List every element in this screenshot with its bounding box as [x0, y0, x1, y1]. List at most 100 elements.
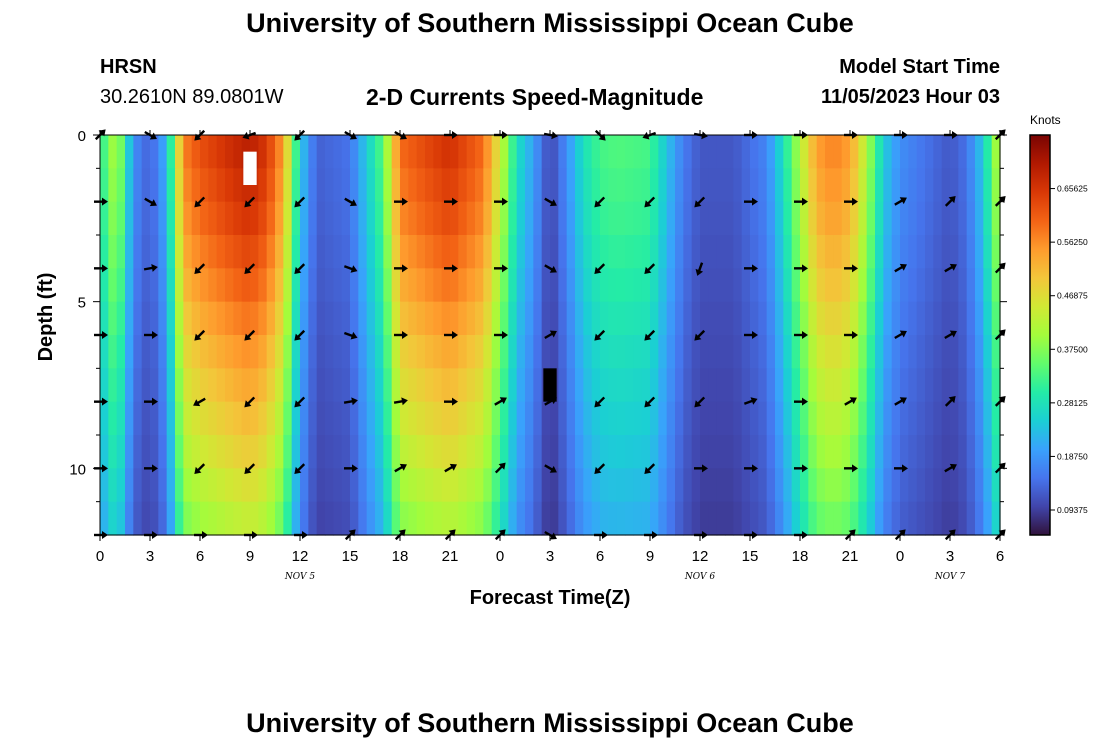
heatmap-cell [900, 501, 909, 536]
heatmap-cell [783, 468, 793, 503]
heatmap-cell [400, 301, 409, 336]
arrow-head [252, 531, 258, 539]
heatmap-cell [816, 401, 826, 436]
heatmap-cell [233, 268, 243, 303]
heatmap-cell [100, 235, 109, 269]
heatmap-cell [400, 201, 409, 236]
heatmap-cell [733, 435, 743, 469]
heatmap-cell [783, 335, 793, 369]
heatmap-cell [925, 401, 934, 436]
heatmap-cell [400, 435, 409, 469]
heatmap-cell [441, 335, 451, 369]
heatmap-cell [425, 435, 434, 469]
heatmap-cell [591, 435, 601, 469]
heatmap-cell [766, 468, 776, 503]
heatmap-cell [200, 368, 209, 403]
heatmap-cell [166, 235, 176, 269]
heatmap-cell [758, 168, 768, 203]
current-arrow [444, 463, 457, 473]
heatmap-cell [741, 268, 751, 303]
heatmap-cell [908, 368, 918, 403]
heatmap-cell [958, 201, 968, 236]
heatmap-cell [841, 435, 851, 469]
heatmap-cell [158, 435, 168, 469]
heatmap-cell [166, 401, 176, 436]
heatmap-cell [208, 468, 218, 503]
heatmap-cell [125, 135, 134, 169]
heatmap-cell [516, 268, 526, 303]
heatmap-cell [466, 301, 476, 336]
heatmap-cell [191, 401, 201, 436]
heatmap-cell [325, 135, 334, 169]
heatmap-cell [175, 368, 184, 403]
heatmap-cell [316, 235, 326, 269]
heatmap-cell [841, 368, 851, 403]
heatmap-cell [683, 335, 693, 369]
model-start-value: 11/05/2023 Hour 03 [820, 86, 1000, 108]
heatmap-cell [866, 168, 876, 203]
current-arrow [244, 463, 256, 474]
current-arrow [644, 396, 656, 408]
heatmap-cell [783, 501, 793, 536]
current-arrow [294, 263, 306, 274]
heatmap-cell [808, 368, 818, 403]
heatmap-cell [433, 368, 443, 403]
heatmap-cell [791, 468, 801, 503]
heatmap-cell [150, 135, 159, 169]
arrow-head [694, 200, 702, 208]
heatmap-cell [716, 135, 726, 169]
heatmap-cell [133, 201, 143, 236]
heatmap-cell [966, 301, 976, 336]
heatmap-cell [283, 235, 293, 269]
heatmap-cell [375, 268, 384, 303]
heatmap-cell [241, 501, 251, 536]
heatmap-cell [925, 201, 934, 236]
heatmap-cell [358, 301, 368, 336]
heatmap-cell [958, 335, 968, 369]
heatmap-cell [708, 268, 718, 303]
heatmap-cell [641, 501, 651, 536]
heatmap-cell [658, 501, 668, 536]
heatmap-cell [441, 235, 451, 269]
current-arrows [94, 129, 1006, 541]
heatmap-cell [358, 401, 368, 436]
heatmap-cell [641, 368, 651, 403]
heatmap-cell [258, 268, 268, 303]
heatmap-cell [408, 201, 418, 236]
heatmap-cell [841, 335, 851, 369]
heatmap-cell [975, 435, 984, 469]
heatmap-cell [541, 501, 551, 536]
heatmap-cell [783, 435, 793, 469]
current-arrow [294, 396, 306, 408]
heatmap-cell [375, 401, 384, 436]
heatmap-cell [250, 201, 259, 236]
heatmap-cell [758, 268, 768, 303]
heatmap-cell [575, 168, 584, 203]
heatmap-cell [708, 301, 718, 336]
heatmap-cell [508, 301, 518, 336]
heatmap-cell [333, 501, 343, 536]
heatmap-cell [275, 235, 284, 269]
heatmap-cell [175, 268, 184, 303]
heatmap-cell [633, 201, 643, 236]
heatmap-cell [416, 301, 426, 336]
heatmap-cell [125, 301, 134, 336]
heatmap-cell [466, 335, 476, 369]
heatmap-cell [650, 468, 659, 503]
heatmap-cell [558, 201, 568, 236]
heatmap-cell [275, 335, 284, 369]
heatmap-cell [758, 235, 768, 269]
heatmap-cell [583, 135, 593, 169]
heatmap-cell [975, 501, 984, 536]
heatmap-cell [641, 435, 651, 469]
heatmap-cell [491, 368, 501, 403]
heatmap-cell [933, 401, 943, 436]
heatmap-cell [441, 168, 451, 203]
arrow-head [102, 464, 108, 473]
heatmap-cell [825, 401, 834, 436]
arrow-head [852, 331, 858, 339]
heatmap-cell [958, 435, 968, 469]
arrow-head [102, 397, 108, 406]
heatmap-cell [608, 135, 618, 169]
heatmap-cell [991, 501, 1001, 536]
